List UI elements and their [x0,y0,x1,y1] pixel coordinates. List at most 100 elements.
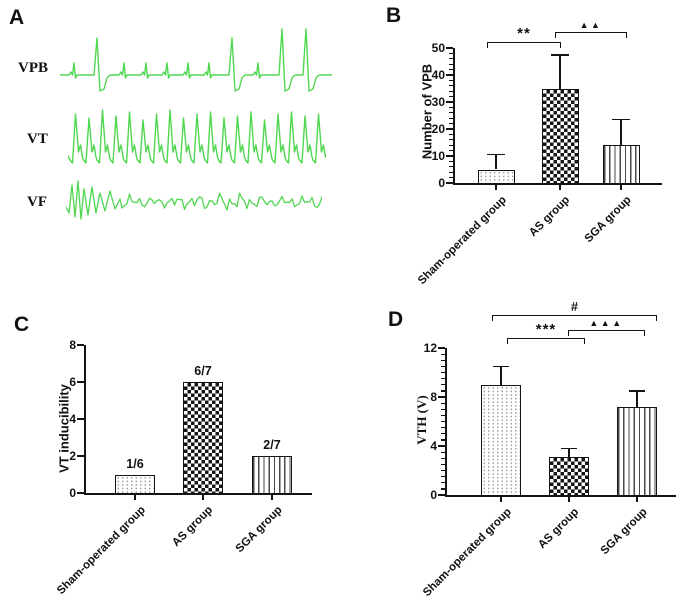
y-minor-tick [449,96,453,98]
y-minor-tick [441,365,445,368]
y-tick [438,444,445,448]
y-tick-label: 40 [431,68,445,82]
error-bar [620,119,622,146]
error-bar [568,448,570,457]
panel-c-letter: C [14,313,30,336]
error-bar [559,54,561,89]
y-minor-tick [441,469,445,472]
y-minor-tick [449,166,453,168]
y-minor-tick [449,150,453,152]
y-minor-tick [449,123,453,125]
y-minor-tick [441,371,445,374]
bar-as-group [549,457,589,497]
error-bar [495,154,497,170]
y-tick [438,346,445,350]
y-minor-tick [441,384,445,386]
x-tick [494,185,498,191]
y-tick [446,181,453,185]
y-minor-tick [441,476,445,478]
significance-bracket [568,330,645,336]
y-tick-label: 12 [423,341,437,355]
y-tick [77,417,84,421]
y-tick [77,491,84,495]
y-tick [438,395,445,399]
y-tick-label: 30 [431,95,445,109]
y-minor-tick [449,112,453,114]
y-tick [446,46,453,50]
panel-b-letter: B [386,4,402,27]
y-minor-tick [441,402,445,404]
y-minor-tick [449,58,453,60]
y-minor-tick [441,414,445,417]
y-tick-label: 6 [69,375,76,389]
bar-sham-operated-group [477,169,515,185]
error-bar-cap [629,390,645,392]
panel-a-letter: A [9,6,25,29]
chart-number-of-vpb: 0 10 20 30 40 50 Sham-operated group AS group SG… [380,0,684,300]
y-tick-label: 0 [438,176,445,190]
bar-sham-operated-group [481,384,521,497]
x-tick [201,495,205,501]
trace-label-vpb: VPB [18,60,48,76]
y-minor-tick [449,106,453,109]
y-minor-tick [441,353,445,355]
y-minor-tick [441,433,445,435]
y-minor-tick [441,439,445,441]
y-minor-tick [449,133,453,136]
y-tick-label: 50 [431,41,445,55]
y-minor-tick [441,488,445,490]
significance-bracket [507,338,585,344]
bar-value-label: 1/6 [126,456,144,471]
chart-vth: 0 4 8 12 Sham-operated group AS group SGA grou… [380,295,684,603]
bar-value-label: 6/7 [194,364,212,378]
y-tick-label: 10 [431,149,445,163]
y-tick [446,154,453,158]
significance-label: # [571,300,578,314]
x-tick [635,497,639,503]
bar-sga-group [617,406,657,497]
x-tick [270,495,274,501]
y-minor-tick [449,85,453,87]
significance-label: ▲▲▲ [589,318,624,328]
y-tick [438,493,445,497]
y-minor-tick [441,427,445,429]
y-axis [453,48,456,186]
y-tick [446,127,453,131]
y-minor-tick [449,69,453,71]
x-category-label: Sham-operated group [54,504,148,597]
ecg-trace-vf [66,180,322,220]
bar-sham-operated-group [115,474,155,495]
error-bar-cap [551,53,569,56]
significance-label: ** [517,25,531,42]
bar-as-group [183,382,223,495]
y-tick [77,343,84,347]
y-minor-tick [449,63,453,65]
x-category-label: AS group [170,504,216,550]
error-bar-cap [561,447,577,450]
bar-as-group [541,88,579,185]
y-minor-tick [449,90,453,92]
y-tick-label: 2 [69,449,76,463]
x-tick [619,185,623,191]
y-minor-tick [449,160,453,163]
y-minor-tick [449,117,453,119]
x-category-label: SGA group [582,194,634,246]
y-minor-tick [449,79,453,82]
error-bar [636,390,638,407]
y-minor-tick [441,359,445,361]
x-category-label: AS group [536,506,582,552]
y-tick-label: 4 [69,412,76,426]
y-tick [77,454,84,458]
x-axis [445,495,676,498]
y-minor-tick [449,177,453,179]
x-category-label: AS group [527,194,573,240]
error-bar-cap [612,118,630,121]
y-minor-tick [449,171,453,173]
y-minor-tick [441,451,445,453]
x-tick [558,185,562,191]
x-tick [133,495,137,501]
y-minor-tick [441,457,445,459]
x-category-label: Sham-operated group [420,506,514,599]
chart-vt-inducibility: 0 2 4 6 8 1/6 Sham-operated group 6/7 AS group 2/… [0,300,340,603]
